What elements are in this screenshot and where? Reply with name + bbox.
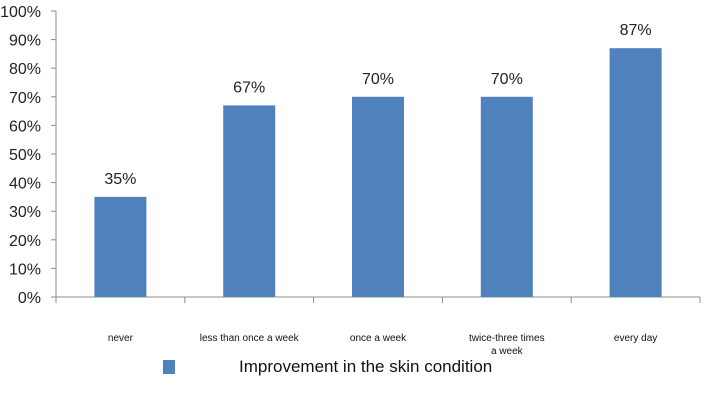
data-label: 70% <box>491 71 523 88</box>
y-axis: 0% 10% 20% 30% 40% 50% 60% 70% 80% 90% 100% <box>0 4 57 307</box>
y-tick-label: 70% <box>9 90 41 107</box>
bar <box>94 196 147 297</box>
bar <box>352 96 404 297</box>
y-tick-label: 50% <box>9 147 41 164</box>
y-tick-label: 100% <box>0 4 41 21</box>
legend-label: Improvement in the skin condition <box>239 357 493 376</box>
data-label: 87% <box>620 22 652 39</box>
y-tick-label: 0% <box>18 290 41 307</box>
y-tick-label: 40% <box>9 176 41 193</box>
y-tick-label: 10% <box>9 261 41 278</box>
bars <box>94 48 662 298</box>
bar <box>609 48 662 298</box>
category-label: a week <box>491 346 524 357</box>
x-axis <box>55 296 701 303</box>
y-tick-label: 60% <box>9 118 41 135</box>
data-label: 35% <box>104 171 136 188</box>
y-tick-label: 80% <box>9 61 41 78</box>
legend-swatch <box>163 360 175 374</box>
bar <box>480 96 533 297</box>
category-label: less than once a week <box>200 333 300 344</box>
legend: Improvement in the skin condition <box>163 357 492 377</box>
data-label: 70% <box>362 71 394 88</box>
y-tick-label: 20% <box>9 233 41 250</box>
category-label: twice-three times <box>469 333 545 344</box>
category-label: every day <box>614 333 657 344</box>
category-label: never <box>108 333 134 344</box>
y-tick-label: 90% <box>9 33 41 50</box>
bar <box>223 105 276 297</box>
category-labels: never less than once a week once a week twi… <box>108 333 657 357</box>
y-tick-label: 30% <box>9 204 41 221</box>
category-label: once a week <box>350 333 407 344</box>
data-label: 67% <box>233 79 265 96</box>
data-labels: 35% 67% 70% 70% 87% <box>104 22 651 188</box>
